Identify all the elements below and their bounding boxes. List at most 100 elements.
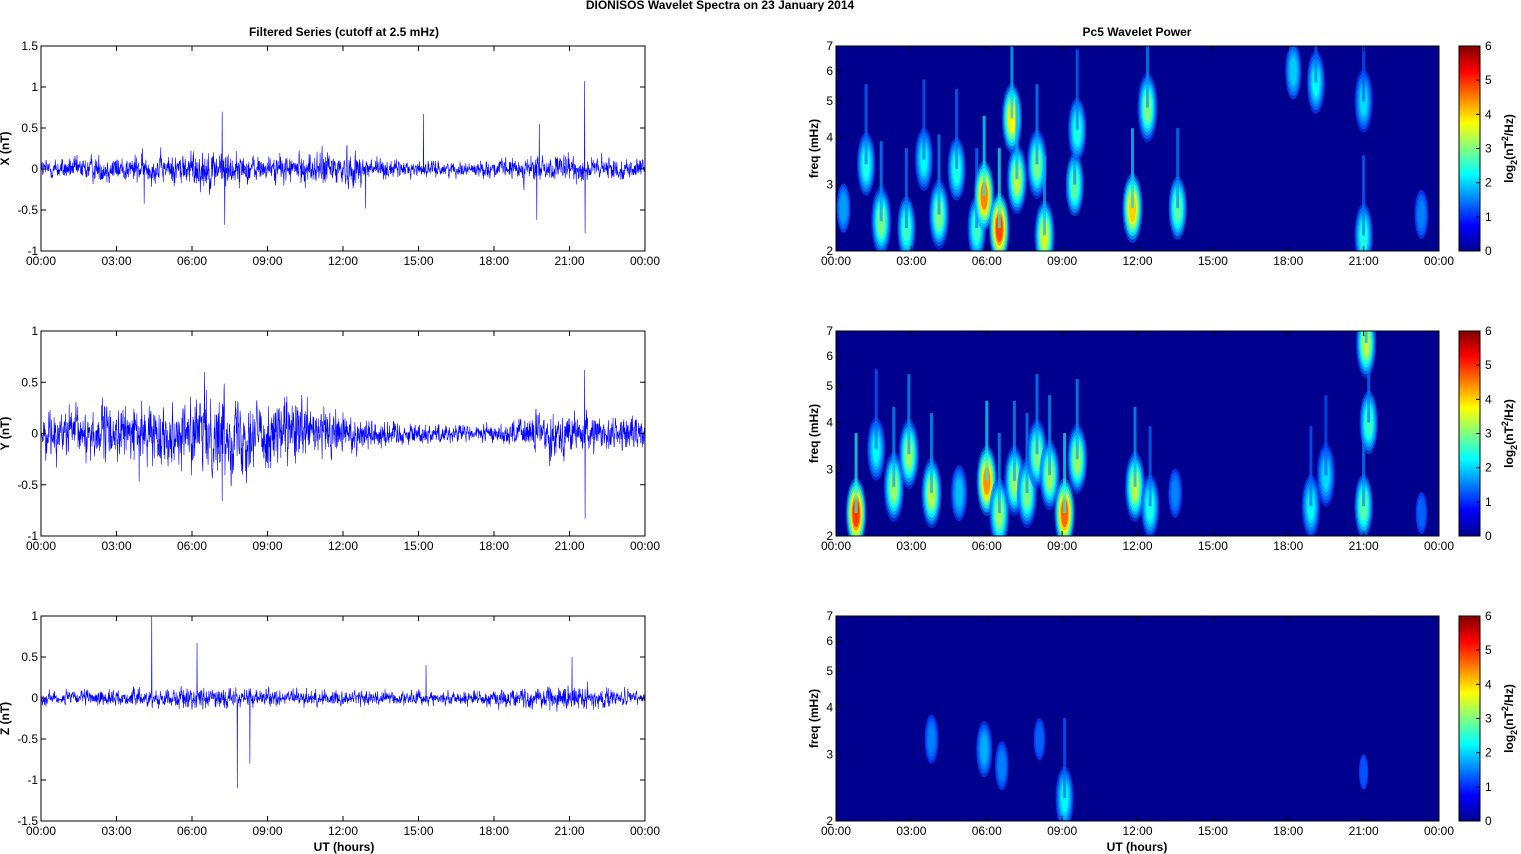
x-wavelet-xtick-label: 12:00 [1122, 254, 1152, 268]
x-series-trace [40, 81, 646, 233]
x-series-ytick-label: -1 [27, 244, 38, 258]
y-wavelet-power-blob [1417, 499, 1425, 528]
y-wavelet-colorbar-label: log2(nT2/Hz) [1500, 399, 1519, 468]
y-wavelet-colorbar-tick-label: 3 [1485, 427, 1492, 441]
y-series-xtick-label: 18:00 [479, 539, 509, 553]
x-wavelet-power-streak [1010, 46, 1014, 119]
x-wavelet-power-blob [1417, 200, 1425, 229]
y-wavelet-power-streak [907, 374, 911, 455]
y-wavelet-ytick-label: 2 [826, 529, 833, 543]
z-wavelet-colorbar-tick-label: 0 [1485, 814, 1492, 828]
y-wavelet-power-streak [1309, 426, 1313, 507]
y-wavelet-power-streak [1324, 395, 1328, 476]
x-wavelet-ylabel: freq (mHz) [807, 119, 821, 178]
x-wavelet-power-streak [879, 141, 883, 222]
y-wavelet-power-streak [930, 413, 933, 494]
x-wavelet-colorbar-tick-label: 6 [1485, 39, 1492, 53]
colorbar-label-part: (nT [1502, 426, 1516, 445]
x-wavelet-frame [835, 45, 1440, 252]
z-series-xtick-label: 15:00 [403, 824, 433, 838]
y-wavelet-power-streak [892, 406, 896, 487]
z-wavelet-colorbar-tick-label: 2 [1485, 746, 1492, 760]
x-wavelet-colorbar-tick-label: 3 [1485, 142, 1492, 156]
x-wavelet-ytick-label: 5 [826, 94, 833, 108]
x-wavelet-power-streak [1362, 46, 1366, 102]
y-wavelet-power-streak [997, 433, 1001, 514]
z-wavelet-ytick-label: 2 [826, 814, 833, 828]
z-series-xtick-label: 03:00 [101, 824, 131, 838]
z-wavelet-power-blob [928, 725, 935, 754]
y-wavelet-xtick-label: 06:00 [972, 539, 1002, 553]
y-wavelet-power-streak [1148, 426, 1152, 507]
z-wavelet-colorbar-tick-label: 1 [1485, 780, 1492, 794]
y-series-ylabel: Y (nT) [0, 417, 12, 451]
y-wavelet-power-streak [1012, 400, 1016, 481]
z-series-xtick-label: 06:00 [177, 824, 207, 838]
x-wavelet-power-streak [864, 84, 868, 165]
colorbar-label-part: (nT [1502, 711, 1516, 730]
y-wavelet-frame [835, 330, 1440, 537]
y-wavelet-colorbar-tick-label: 5 [1485, 358, 1492, 372]
z-series-ylabel: Z (nT) [0, 702, 12, 735]
colorbar-label-part: 2 [1500, 421, 1510, 426]
y-series-ytick-label: -1 [27, 529, 38, 543]
x-wavelet-power-blob [1289, 57, 1297, 86]
x-wavelet-xtick-label: 21:00 [1349, 254, 1379, 268]
y-series-xtick-label: 00:00 [630, 539, 660, 553]
x-wavelet-xtick-label: 06:00 [972, 254, 1002, 268]
left-column-title: Filtered Series (cutoff at 2.5 mHz) [249, 25, 439, 39]
x-wavelet-power-streak [997, 148, 1001, 229]
z-wavelet-xtick-label: 00:00 [1424, 824, 1454, 838]
y-wavelet-power-streak [1362, 426, 1366, 507]
z-wavelet-power-blob [1360, 757, 1368, 786]
x-series-xtick-label: 15:00 [403, 254, 433, 268]
y-wavelet-xtick-label: 09:00 [1047, 539, 1077, 553]
colorbar-label-part: /Hz) [1502, 114, 1516, 136]
z-wavelet-colorbar-tick-label: 6 [1485, 609, 1492, 623]
x-wavelet-colorbar-label: log2(nT2/Hz) [1500, 114, 1519, 183]
z-wavelet-xtick-label: 06:00 [972, 824, 1002, 838]
x-wavelet-power-blob [840, 194, 847, 223]
y-series-ytick-label: 1 [31, 324, 38, 338]
z-series-ytick-label: -1.5 [17, 814, 38, 828]
z-series-xtick-label: 18:00 [479, 824, 509, 838]
y-wavelet-colorbar-tick-label: 1 [1485, 495, 1492, 509]
y-series-trace [40, 369, 646, 519]
z-wavelet-power-blob [1036, 725, 1043, 754]
z-series-frame [40, 615, 646, 822]
z-wavelet-ytick-label: 5 [826, 664, 833, 678]
z-wavelet-background [836, 616, 1439, 821]
z-wavelet-ytick-label: 3 [826, 748, 833, 762]
z-series-xtick-label: 00:00 [26, 824, 56, 838]
z-series-xtick-label: 21:00 [554, 824, 584, 838]
z-wavelet-xtick-label: 03:00 [896, 824, 926, 838]
x-wavelet-power-streak [1043, 155, 1046, 236]
y-series-xtick-label: 15:00 [403, 539, 433, 553]
z-series-xtick-label: 00:00 [630, 824, 660, 838]
x-series-ytick-label: 1.5 [21, 39, 38, 53]
y-wavelet-colorbar-tick-label: 6 [1485, 324, 1492, 338]
x-wavelet-power-streak [937, 134, 941, 215]
y-wavelet-ytick-label: 3 [826, 463, 833, 477]
y-wavelet-power-streak [1133, 406, 1137, 487]
x-wavelet-power-streak [904, 148, 908, 229]
colorbar-label-part: log [1502, 735, 1516, 753]
x-series-xtick-label: 09:00 [252, 254, 282, 268]
z-series-ytick-label: 1 [31, 609, 38, 623]
x-wavelet-power-streak [1314, 46, 1318, 83]
z-series-ytick-label: 0.5 [21, 650, 38, 664]
z-wavelet-ytick-label: 6 [826, 634, 833, 648]
x-wavelet-colorbar-tick-label: 1 [1485, 210, 1492, 224]
x-series-xtick-label: 06:00 [177, 254, 207, 268]
y-wavelet-power-streak [1035, 374, 1039, 455]
z-wavelet-xtick-label: 12:00 [1122, 824, 1152, 838]
x-wavelet-heatmap [836, 46, 1439, 251]
x-series-xtick-label: 21:00 [554, 254, 584, 268]
y-series-xtick-label: 06:00 [177, 539, 207, 553]
x-wavelet-xtick-label: 00:00 [821, 254, 851, 268]
colorbar-label-part: /Hz) [1502, 399, 1516, 421]
y-wavelet-xtick-label: 15:00 [1198, 539, 1228, 553]
y-wavelet-power-streak [854, 433, 858, 514]
y-wavelet-ytick-label: 4 [826, 416, 833, 430]
x-wavelet-power-streak [1131, 128, 1134, 209]
